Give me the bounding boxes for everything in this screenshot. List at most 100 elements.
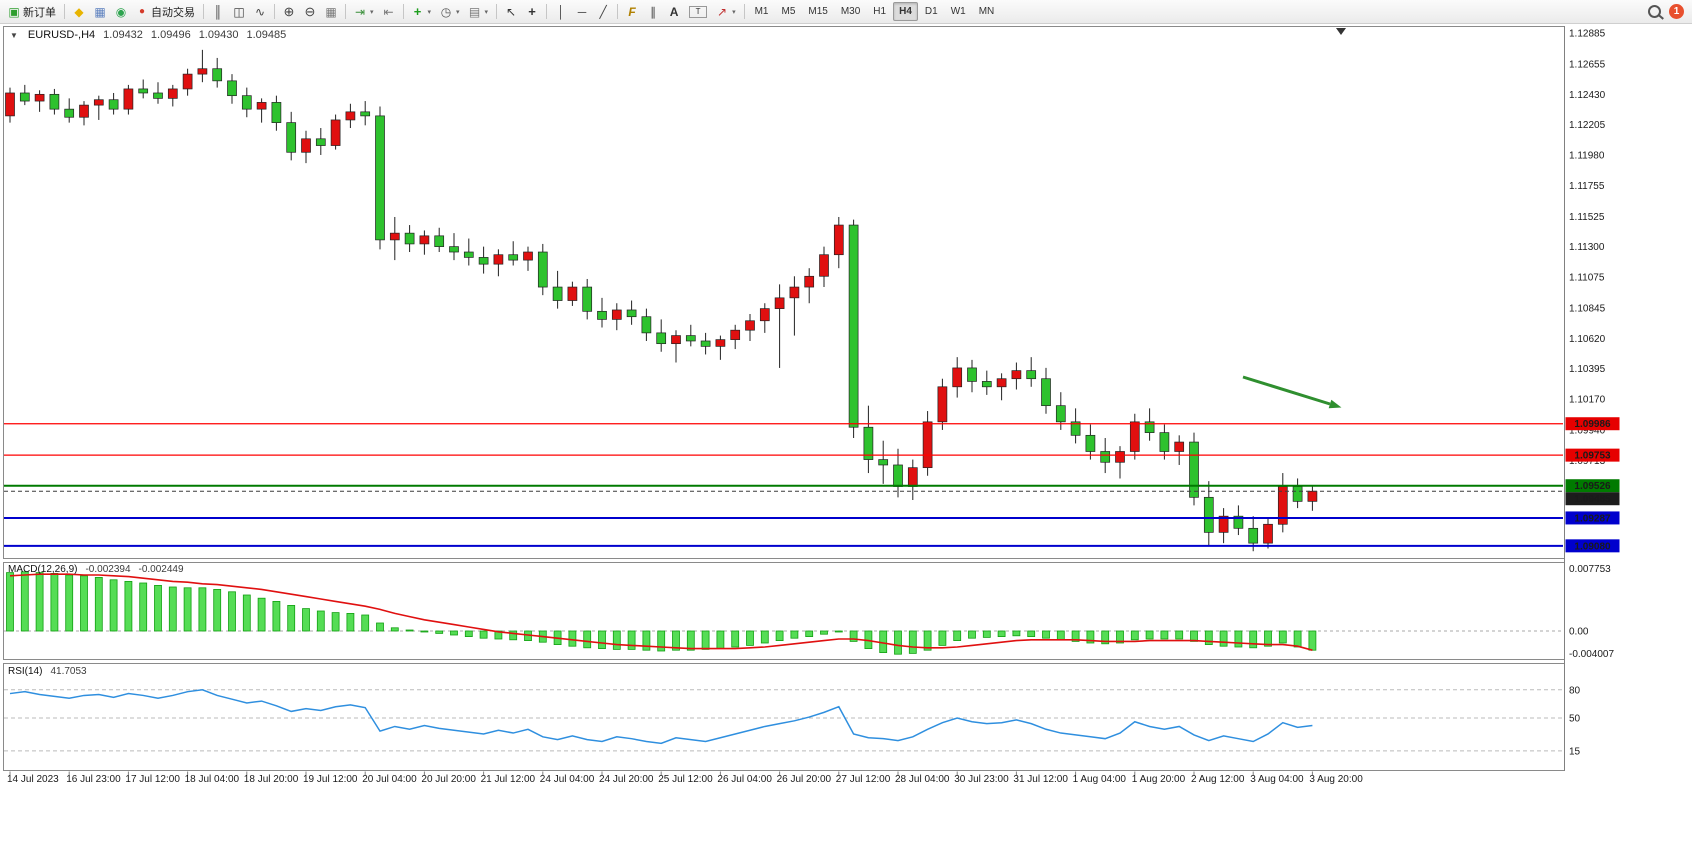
autoscroll-icon: ⇥	[354, 4, 366, 19]
dropdown-arrow-icon: ▾	[732, 8, 736, 16]
timeframe-w1[interactable]: W1	[950, 6, 966, 17]
symbol-timeframe-label: EURUSD-,H4	[27, 29, 96, 41]
textA-icon: A	[669, 4, 679, 19]
time-axis-label: 1 Aug 20:00	[1132, 774, 1186, 785]
time-axis-label: 20 Jul 20:00	[421, 774, 476, 785]
trend-arrow-annotation[interactable]	[1242, 375, 1342, 409]
time-axis-label: 17 Jul 12:00	[125, 774, 180, 785]
textlabel-icon: T	[689, 5, 708, 18]
time-axis-label: 16 Jul 23:00	[66, 774, 121, 785]
crosshair-button[interactable]: +	[522, 1, 542, 22]
timeframe-m30[interactable]: M30	[840, 6, 861, 17]
tile-windows-button[interactable]: ▦	[321, 1, 341, 22]
fibonacci-button[interactable]: F	[622, 1, 642, 22]
timeframe-h4[interactable]: H4	[893, 2, 918, 21]
trendline-button[interactable]: ╱	[593, 1, 613, 22]
timeframe-m15[interactable]: M15	[808, 6, 828, 17]
timeframe-button-group: M1 M5 M15 M30 H1 H4 D1 W1 MN	[749, 2, 1001, 21]
ohlc-close: 1.09485	[246, 29, 287, 41]
channel-button[interactable]: ∥	[643, 1, 663, 22]
rsi-title: RSI(14)	[8, 666, 43, 677]
pane-borders	[3, 26, 1565, 771]
time-axis-label: 3 Aug 04:00	[1250, 774, 1304, 785]
time-axis-label: 21 Jul 12:00	[481, 774, 536, 785]
price-axis-label: 1.11075	[1569, 272, 1605, 283]
new-order-button[interactable]: ▣ 新订单	[4, 1, 60, 22]
timeframe-m5[interactable]: M5	[781, 6, 796, 17]
zoom-out-button[interactable]: ⊖	[300, 1, 320, 22]
market-watch-button[interactable]: ◆	[69, 1, 89, 22]
signals-button[interactable]: ◉	[111, 1, 131, 22]
timeframe-mn[interactable]: MN	[978, 6, 995, 17]
fibo-icon: F	[628, 4, 636, 19]
macd-indicator-label: MACD(12,26,9) -0.002394 -0.002449	[8, 564, 184, 575]
text-label-button[interactable]: T	[685, 1, 711, 22]
template-icon: ▤	[468, 4, 481, 19]
chart-collapse-icon[interactable]: ▼	[10, 31, 18, 40]
candlestick-series	[5, 49, 1318, 552]
toolbar-separator	[274, 4, 275, 19]
text-button[interactable]: A	[664, 1, 684, 22]
algo-trading-button[interactable]: ● 自动交易	[132, 1, 199, 22]
toolbar-button-group: ▣ 新订单 ◆ ▦ ◉ ● 自动交易 ║ ◫ ∿ ⊕ ⊖ ▦ ⇥ ▾ ⇤ + ▾ ◷ ▾ ▤ ▾ ↖ + │ ─ ╱ F ∥ A T ↗ ▾	[4, 1, 748, 22]
crosshair-icon: +	[528, 4, 536, 19]
vertical-line-button[interactable]: │	[551, 1, 571, 22]
new-order-icon: ▣	[8, 4, 20, 19]
time-axis-label: 30 Jul 23:00	[954, 774, 1009, 785]
ohlc-open: 1.09432	[103, 29, 143, 41]
rsi-level-label: 80	[1569, 685, 1581, 696]
zoom-in-button[interactable]: ⊕	[279, 1, 299, 22]
price-axis-label: 1.10845	[1569, 303, 1606, 314]
chart-shift-marker-icon[interactable]	[1336, 28, 1346, 35]
time-axis-label: 19 Jul 12:00	[303, 774, 358, 785]
candlestick-chart-button[interactable]: ◫	[229, 1, 249, 22]
data-window-button[interactable]: ▦	[90, 1, 110, 22]
auto-scroll-button[interactable]: ⇥ ▾	[350, 1, 378, 22]
bars-icon: ║	[213, 4, 223, 19]
zoom-in-icon: ⊕	[283, 4, 295, 19]
arrowobj-icon: ↗	[717, 4, 728, 19]
timeframe-h1[interactable]: H1	[873, 6, 887, 17]
notification-badge[interactable]: 1	[1669, 4, 1684, 19]
price-level-badge	[1565, 492, 1620, 506]
timeframe-d1[interactable]: D1	[924, 6, 938, 17]
line-chart-button[interactable]: ∿	[250, 1, 270, 22]
chart-header: ▼ EURUSD-,H4 1.09432 1.09496 1.09430 1.0…	[10, 29, 286, 41]
price-axis-label: 1.11300	[1569, 242, 1605, 253]
price-level-badge-text: 1.09753	[1574, 451, 1611, 462]
dropdown-arrow-icon: ▾	[427, 8, 432, 16]
toolbar-separator	[345, 4, 346, 19]
arrow-objects-button[interactable]: ↗ ▾	[712, 1, 740, 22]
chart-shift-button[interactable]: ⇤	[379, 1, 399, 22]
templates-button[interactable]: ▤ ▾	[465, 1, 493, 22]
hline-icon: ─	[577, 4, 587, 19]
price-axis[interactable]: 1.12885 1.12655 1.12430 1.12205 1.11980 1.117…	[1565, 29, 1620, 553]
toolbar-separator	[402, 4, 404, 19]
cursor-button[interactable]: ↖	[501, 1, 521, 22]
price-level-badge-text: 1.09080	[1574, 541, 1611, 552]
rsi-value: 41.7053	[50, 666, 87, 677]
toolbar-separator	[496, 4, 498, 19]
price-axis-label: 1.12885	[1569, 29, 1606, 40]
price-level-badge-text: 1.09986	[1574, 419, 1611, 430]
indicators-button[interactable]: + ▾	[408, 1, 436, 22]
horizontal-line-button[interactable]: ─	[572, 1, 592, 22]
macd-title: MACD(12,26,9)	[8, 564, 78, 575]
price-level-badge	[1565, 511, 1620, 525]
search-icon[interactable]	[1648, 5, 1661, 18]
vline-icon: │	[557, 4, 565, 19]
bar-chart-button[interactable]: ║	[208, 1, 228, 22]
time-axis-label: 26 Jul 20:00	[777, 774, 832, 785]
price-level-badge	[1565, 539, 1620, 553]
time-axis[interactable]: 14 Jul 2023 16 Jul 23:00 17 Jul 12:00 18 Ju…	[7, 771, 1363, 786]
rsi-level-label: 50	[1569, 714, 1581, 725]
timeframe-m1[interactable]: M1	[754, 6, 769, 17]
time-axis-label: 24 Jul 20:00	[599, 774, 654, 785]
time-axis-label: 18 Jul 20:00	[244, 774, 299, 785]
horizontal-level-lines[interactable]	[4, 423, 1563, 547]
algo-trading-button-label: 自动交易	[151, 6, 195, 19]
dropdown-arrow-icon: ▾	[370, 8, 374, 16]
linechart-icon: ∿	[254, 4, 266, 19]
periods-button[interactable]: ◷ ▾	[436, 1, 464, 22]
